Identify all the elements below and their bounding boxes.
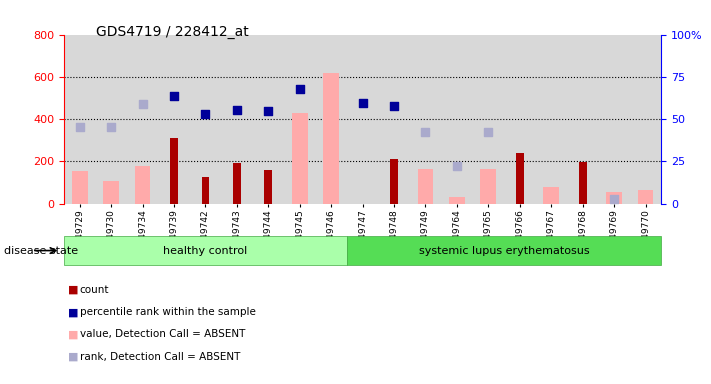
Point xyxy=(137,101,149,108)
Bar xyxy=(127,35,159,204)
Bar xyxy=(442,35,473,204)
Point xyxy=(262,108,274,114)
Bar xyxy=(599,35,630,204)
Bar xyxy=(316,35,347,204)
Bar xyxy=(481,169,496,204)
Bar xyxy=(252,35,284,204)
Bar xyxy=(504,35,535,204)
Bar xyxy=(410,35,442,204)
Text: count: count xyxy=(80,285,109,295)
Text: ■: ■ xyxy=(68,352,78,362)
Bar xyxy=(347,35,378,204)
Text: GDS4719 / 228412_at: GDS4719 / 228412_at xyxy=(96,25,249,39)
Text: healthy control: healthy control xyxy=(164,245,247,256)
Text: ■: ■ xyxy=(68,307,78,317)
Text: disease state: disease state xyxy=(4,245,77,256)
Bar xyxy=(606,192,622,204)
Bar xyxy=(449,197,465,204)
Bar xyxy=(417,169,433,204)
Bar xyxy=(264,170,272,204)
Bar xyxy=(134,166,151,204)
Bar xyxy=(324,73,339,204)
Bar xyxy=(292,113,308,204)
Point xyxy=(451,162,463,169)
Point xyxy=(483,129,494,135)
Bar xyxy=(390,159,398,204)
Point xyxy=(105,124,117,131)
Point xyxy=(200,111,211,117)
Text: percentile rank within the sample: percentile rank within the sample xyxy=(80,307,255,317)
Bar xyxy=(221,35,252,204)
Text: systemic lupus erythematosus: systemic lupus erythematosus xyxy=(419,245,589,256)
Bar xyxy=(190,35,221,204)
Bar xyxy=(630,35,661,204)
Bar xyxy=(535,35,567,204)
Bar xyxy=(579,162,587,204)
Bar xyxy=(103,181,119,204)
Bar xyxy=(95,35,127,204)
Point xyxy=(294,86,306,93)
Bar xyxy=(284,35,316,204)
Bar xyxy=(378,35,410,204)
Bar xyxy=(638,190,653,204)
Point xyxy=(419,129,431,135)
Bar xyxy=(170,138,178,204)
Point xyxy=(357,100,368,106)
Bar xyxy=(201,177,209,204)
Bar xyxy=(72,171,87,204)
Bar xyxy=(159,35,190,204)
Point xyxy=(231,106,242,113)
Text: ■: ■ xyxy=(68,329,78,339)
Text: rank, Detection Call = ABSENT: rank, Detection Call = ABSENT xyxy=(80,352,240,362)
Bar xyxy=(64,35,95,204)
Bar xyxy=(473,35,504,204)
Point xyxy=(388,103,400,109)
Text: value, Detection Call = ABSENT: value, Detection Call = ABSENT xyxy=(80,329,245,339)
Text: ■: ■ xyxy=(68,285,78,295)
Point xyxy=(169,93,180,99)
Point xyxy=(74,124,85,131)
Bar xyxy=(516,153,524,204)
Bar xyxy=(543,187,559,204)
Bar xyxy=(233,164,241,204)
Bar xyxy=(567,35,599,204)
Point xyxy=(609,196,620,202)
